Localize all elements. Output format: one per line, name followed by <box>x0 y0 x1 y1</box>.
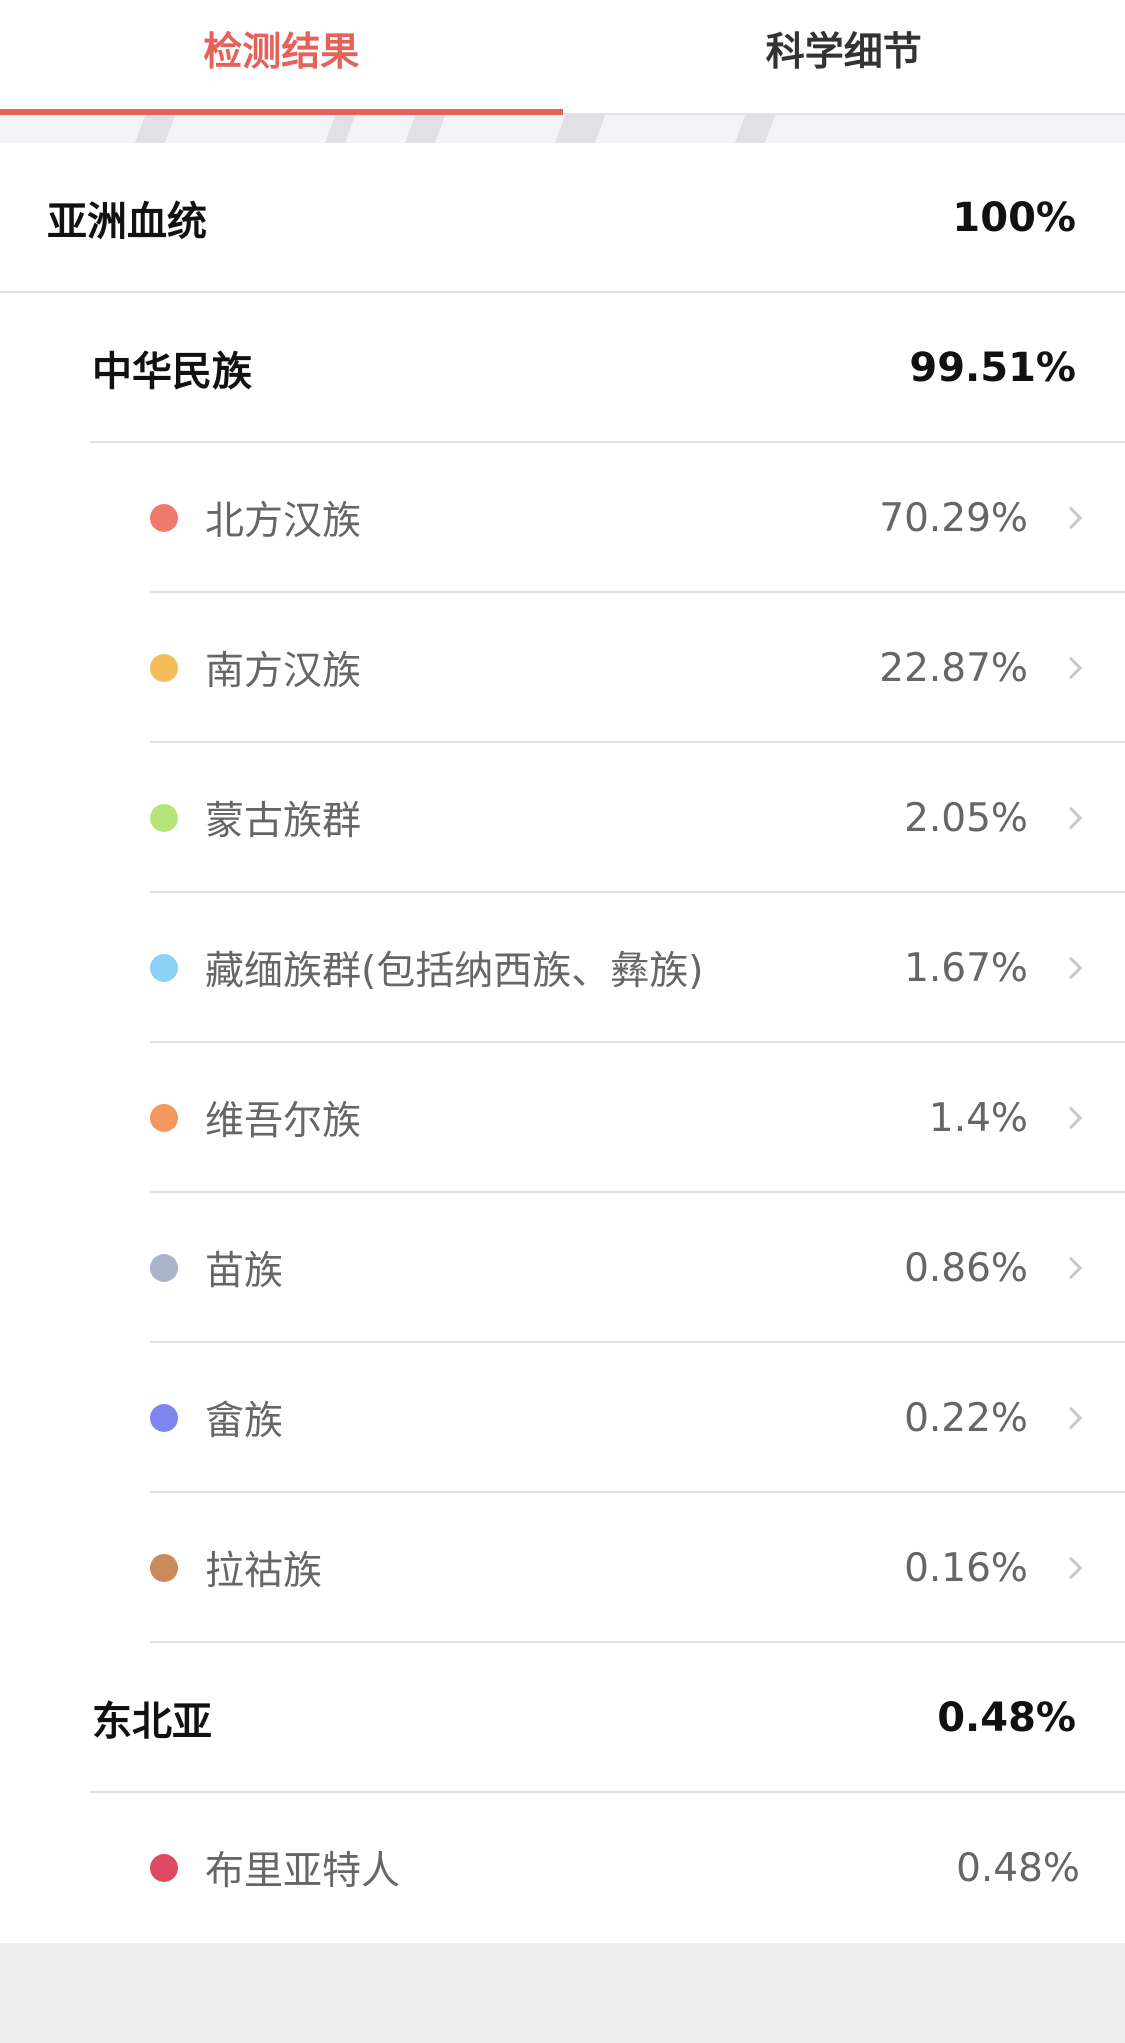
region-label: 亚洲血统 <box>47 199 207 245</box>
population-row[interactable]: 北方汉族 70.29% <box>0 443 1125 593</box>
population-label: 拉祜族 <box>205 1549 323 1594</box>
population-label: 畲族 <box>205 1399 284 1444</box>
color-dot-icon <box>150 504 178 532</box>
population-row[interactable]: 蒙古族群 2.05% <box>0 743 1125 893</box>
color-dot-icon <box>150 954 178 982</box>
tab-science-details[interactable]: 科学细节 <box>765 30 922 75</box>
population-row[interactable]: 苗族 0.86% <box>0 1193 1125 1343</box>
region-percent: 100% <box>952 195 1076 241</box>
group-label: 东北亚 <box>92 1699 212 1745</box>
group-percent: 0.48% <box>937 1695 1076 1741</box>
color-dot-icon <box>150 1254 178 1282</box>
tab-results[interactable]: 检测结果 <box>0 0 563 115</box>
tab-bar: 检测结果 科学细节 <box>0 0 1125 115</box>
color-dot-icon <box>150 1404 178 1432</box>
population-label: 维吾尔族 <box>205 1099 362 1144</box>
population-label: 蒙古族群 <box>205 799 362 844</box>
population-percent: 0.86% <box>904 1245 1028 1291</box>
population-percent: 0.48% <box>956 1845 1080 1891</box>
population-percent: 2.05% <box>904 795 1028 841</box>
group-percent: 99.51% <box>909 345 1076 391</box>
population-percent: 1.67% <box>904 945 1028 991</box>
population-percent: 0.16% <box>904 1545 1028 1591</box>
color-dot-icon <box>150 1554 178 1582</box>
color-dot-icon <box>150 1854 178 1882</box>
population-percent: 70.29% <box>879 495 1028 541</box>
population-percent: 0.22% <box>904 1395 1028 1441</box>
ancestry-list: 亚洲血统 100% 中华民族 99.51% 北方汉族 70.29% 南方汉族 22.87%… <box>0 143 1125 1943</box>
population-percent: 1.4% <box>928 1095 1028 1141</box>
population-row[interactable]: 畲族 0.22% <box>0 1343 1125 1493</box>
color-dot-icon <box>150 1104 178 1132</box>
population-label: 苗族 <box>205 1249 284 1294</box>
group-row: 东北亚 0.48% <box>0 1643 1125 1793</box>
population-label: 南方汉族 <box>205 649 362 694</box>
group-row: 中华民族 99.51% <box>0 293 1125 443</box>
population-row: 布里亚特人 0.48% <box>0 1793 1125 1943</box>
population-percent: 22.87% <box>879 645 1028 691</box>
region-row: 亚洲血统 100% <box>0 143 1125 293</box>
population-label: 北方汉族 <box>205 499 362 544</box>
population-label: 布里亚特人 <box>205 1849 401 1894</box>
population-row[interactable]: 南方汉族 22.87% <box>0 593 1125 743</box>
group-label: 中华民族 <box>92 349 252 395</box>
color-dot-icon <box>150 654 178 682</box>
population-row[interactable]: 藏缅族群(包括纳西族、彝族) 1.67% <box>0 893 1125 1043</box>
map-banner <box>0 115 1125 143</box>
color-dot-icon <box>150 804 178 832</box>
population-label: 藏缅族群(包括纳西族、彝族) <box>205 949 704 994</box>
population-row[interactable]: 维吾尔族 1.4% <box>0 1043 1125 1193</box>
population-row[interactable]: 拉祜族 0.16% <box>0 1493 1125 1643</box>
